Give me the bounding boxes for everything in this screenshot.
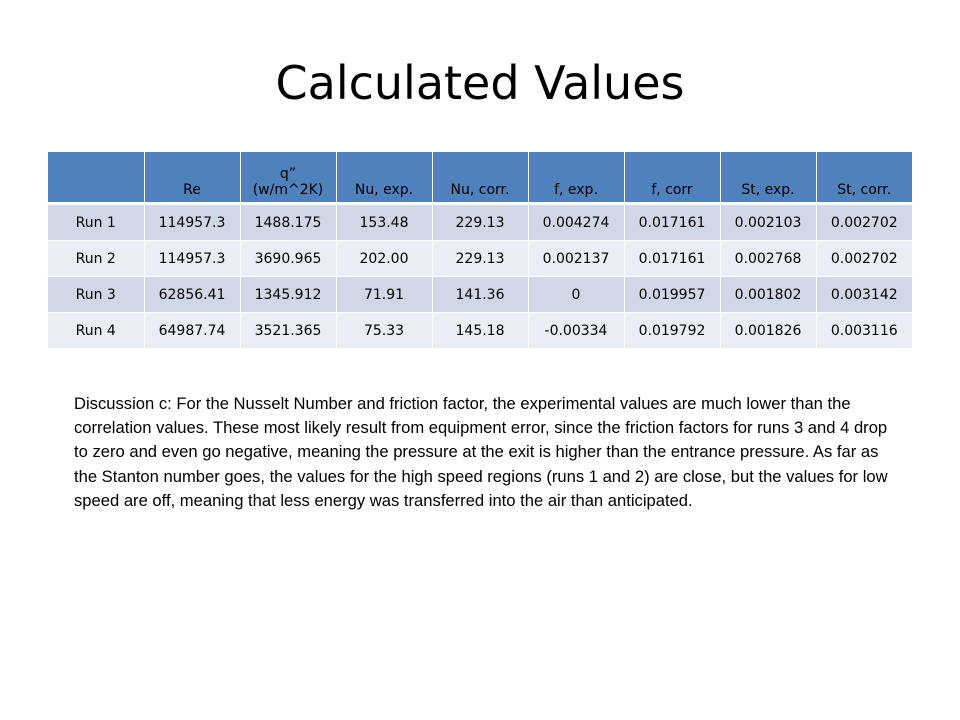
cell-nu-exp: 202.00 (335, 240, 432, 277)
header-heat-flux-symbol: q” (279, 165, 297, 182)
cell-nu-corr: 229.13 (431, 203, 528, 241)
cell-f-corr: 0.017161 (623, 240, 720, 277)
cell-f-exp: -0.00334 (527, 312, 624, 349)
cell-heat-flux: 1488.175 (239, 203, 336, 241)
cell-nu-exp: 75.33 (335, 312, 432, 349)
cell-nu-exp: 153.48 (335, 203, 432, 241)
cell-f-exp: 0.002137 (527, 240, 624, 277)
header-nu-corr: Nu, corr. (431, 152, 528, 205)
cell-f-exp: 0.004274 (527, 203, 624, 241)
cell-nu-corr: 229.13 (431, 240, 528, 277)
cell-f-exp: 0 (527, 276, 624, 313)
cell-st-corr: 0.002702 (815, 240, 912, 277)
cell-re: 114957.3 (143, 240, 240, 277)
cell-st-corr: 0.003142 (815, 276, 912, 313)
cell-st-corr: 0.003116 (815, 312, 912, 349)
table-row: Run 1 114957.3 1488.175 153.48 229.13 0.… (48, 203, 912, 241)
header-st-exp: St, exp. (719, 152, 816, 205)
cell-run: Run 4 (48, 312, 144, 349)
cell-nu-corr: 141.36 (431, 276, 528, 313)
header-heat-flux-unit: (w/m^2K) (252, 181, 324, 198)
header-f-corr: f, corr (623, 152, 720, 205)
cell-heat-flux: 1345.912 (239, 276, 336, 313)
header-heat-flux: q” (w/m^2K) (239, 152, 336, 205)
cell-re: 62856.41 (143, 276, 240, 313)
cell-f-corr: 0.017161 (623, 203, 720, 241)
cell-heat-flux: 3521.365 (239, 312, 336, 349)
cell-re: 64987.74 (143, 312, 240, 349)
cell-st-exp: 0.001802 (719, 276, 816, 313)
table-row: Run 2 114957.3 3690.965 202.00 229.13 0.… (48, 240, 912, 277)
cell-st-exp: 0.001826 (719, 312, 816, 349)
calculated-values-table: Re q” (w/m^2K) Nu, exp. Nu, corr. f, exp… (48, 152, 912, 349)
cell-st-exp: 0.002768 (719, 240, 816, 277)
header-f-exp: f, exp. (527, 152, 624, 205)
cell-f-corr: 0.019792 (623, 312, 720, 349)
cell-re: 114957.3 (143, 203, 240, 241)
table-row: Run 3 62856.41 1345.912 71.91 141.36 0 0… (48, 276, 912, 313)
discussion-text: Discussion c: For the Nusselt Number and… (74, 394, 888, 510)
header-nu-exp: Nu, exp. (335, 152, 432, 205)
table-row: Run 4 64987.74 3521.365 75.33 145.18 -0.… (48, 312, 912, 349)
cell-nu-corr: 145.18 (431, 312, 528, 349)
header-re: Re (143, 152, 240, 205)
table-header-row: Re q” (w/m^2K) Nu, exp. Nu, corr. f, exp… (48, 152, 912, 205)
cell-run: Run 3 (48, 276, 144, 313)
cell-nu-exp: 71.91 (335, 276, 432, 313)
cell-run: Run 1 (48, 203, 144, 241)
cell-st-exp: 0.002103 (719, 203, 816, 241)
cell-run: Run 2 (48, 240, 144, 277)
cell-f-corr: 0.019957 (623, 276, 720, 313)
cell-st-corr: 0.002702 (815, 203, 912, 241)
header-st-corr: St, corr. (815, 152, 912, 205)
slide-title: Calculated Values (275, 56, 685, 110)
cell-heat-flux: 3690.965 (239, 240, 336, 277)
header-run-label (48, 152, 144, 205)
